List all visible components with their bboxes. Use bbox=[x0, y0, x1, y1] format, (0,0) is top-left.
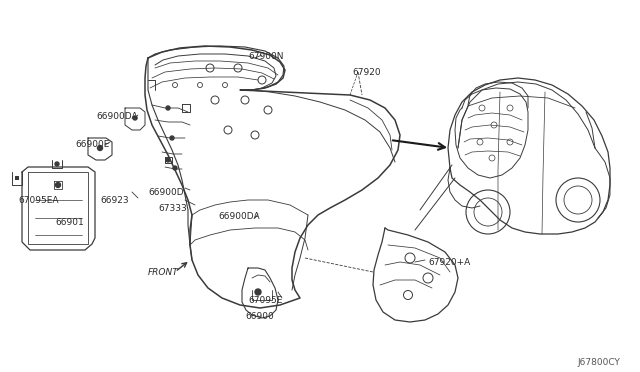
Circle shape bbox=[56, 183, 61, 187]
Text: FRONT: FRONT bbox=[148, 268, 179, 277]
Text: J67800CY: J67800CY bbox=[577, 358, 620, 367]
Circle shape bbox=[255, 289, 261, 295]
Text: 66900DA: 66900DA bbox=[96, 112, 138, 121]
Text: 67095E: 67095E bbox=[248, 296, 282, 305]
Circle shape bbox=[166, 106, 170, 110]
Text: 66901: 66901 bbox=[55, 218, 84, 227]
Circle shape bbox=[55, 162, 59, 166]
Circle shape bbox=[173, 166, 177, 170]
Text: 67900N: 67900N bbox=[248, 52, 284, 61]
Circle shape bbox=[133, 116, 137, 120]
Text: 67920: 67920 bbox=[352, 68, 381, 77]
Text: 66900DA: 66900DA bbox=[218, 212, 260, 221]
Text: 66900E: 66900E bbox=[75, 140, 109, 149]
Text: 66923: 66923 bbox=[100, 196, 129, 205]
Text: 67920+A: 67920+A bbox=[428, 258, 470, 267]
Text: 67095EA: 67095EA bbox=[18, 196, 58, 205]
Circle shape bbox=[170, 136, 174, 140]
Text: 66900: 66900 bbox=[245, 312, 274, 321]
Text: 66900D: 66900D bbox=[148, 188, 184, 197]
Text: 67333: 67333 bbox=[158, 204, 187, 213]
Circle shape bbox=[97, 145, 102, 151]
Circle shape bbox=[166, 158, 170, 162]
